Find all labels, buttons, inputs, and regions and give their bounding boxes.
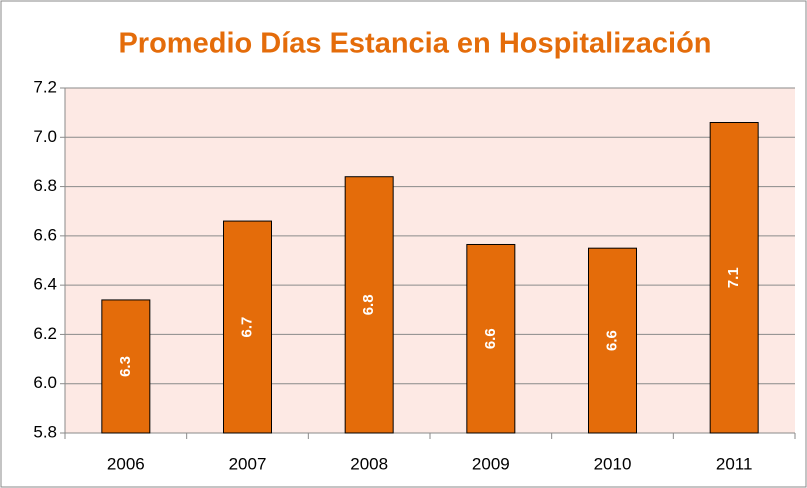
bar (466, 243, 516, 434)
bar (344, 176, 394, 434)
bar (223, 220, 272, 434)
value-label: 6.7 (238, 317, 255, 338)
x-tick-label: 2008 (350, 454, 388, 473)
bar (101, 299, 151, 434)
x-tick-label: 2007 (229, 454, 267, 473)
y-tick-label: 6.2 (33, 324, 57, 343)
plot-area (65, 88, 795, 433)
x-tick-label: 2009 (472, 454, 510, 473)
y-tick-label: 5.8 (33, 422, 57, 441)
y-tick-label: 7.0 (33, 127, 57, 146)
value-label: 6.3 (117, 356, 134, 377)
y-tick-label: 6.8 (33, 176, 57, 195)
y-tick-label: 6.0 (33, 373, 57, 392)
value-label: 6.6 (482, 328, 499, 349)
y-tick-label: 6.4 (33, 275, 57, 294)
chart-title: Promedio Días Estancia en Hospitalizació… (118, 28, 711, 60)
y-tick-label: 6.6 (33, 225, 57, 244)
bar (709, 122, 759, 434)
value-label: 7.1 (725, 267, 742, 288)
value-label: 6.8 (360, 294, 377, 315)
x-tick-label: 2011 (716, 454, 753, 473)
x-tick-label: 2010 (594, 454, 632, 473)
y-tick-label: 7.2 (33, 77, 57, 96)
x-tick-label: 2006 (107, 454, 145, 473)
bar (588, 247, 637, 434)
value-label: 6.6 (603, 330, 620, 351)
